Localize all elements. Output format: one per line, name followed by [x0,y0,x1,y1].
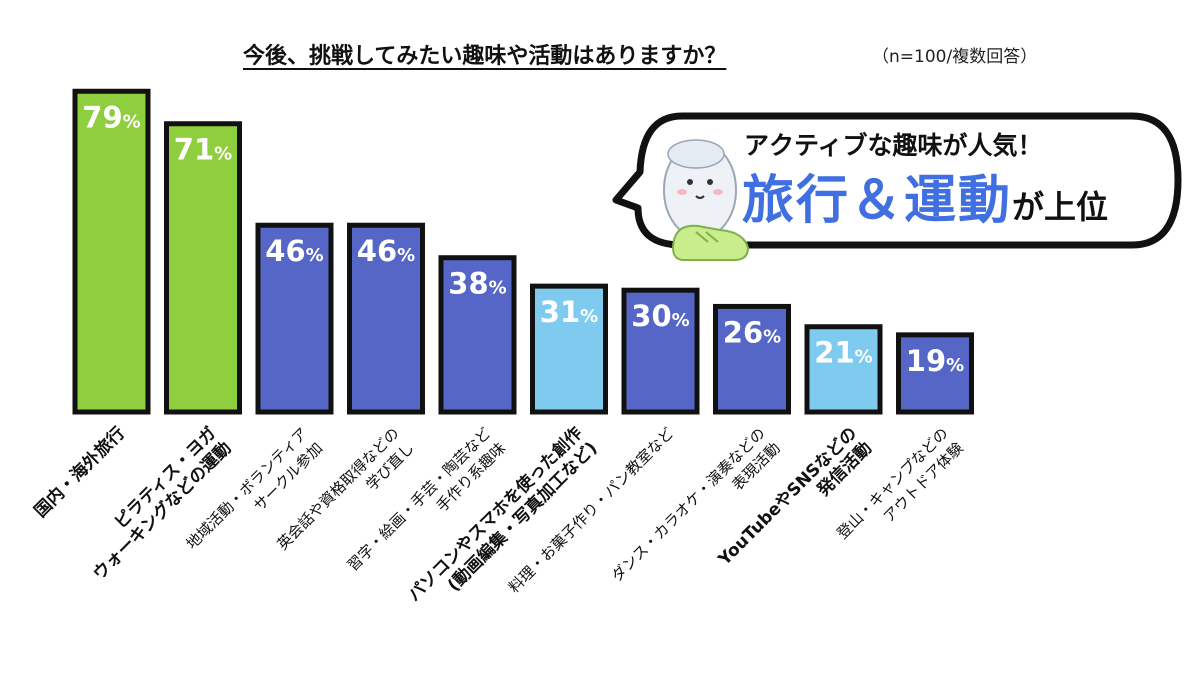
data-label: 79% [82,100,140,134]
data-label: 30% [631,299,689,333]
data-label: 38% [448,267,506,301]
data-label: 21% [814,336,872,370]
data-label: 26% [723,315,781,349]
chart-title: 今後、挑戦してみたい趣味や活動はありますか？ [243,44,727,69]
data-label: 31% [540,295,598,329]
chart-subtitle: （n=100/複数回答） [872,47,1038,67]
data-label: 46% [357,234,415,268]
speech-bubble [612,112,1182,249]
callout-highlight: 旅行＆運動 [742,171,1013,231]
bar [804,324,883,415]
bar [530,283,608,415]
bar [255,222,334,415]
bar [621,287,700,415]
callout-highlight-line: 旅行＆運動が上位 [742,158,1108,233]
bar [713,303,791,415]
bar [438,255,517,415]
x-tick-label: 国内・海外旅行 [30,423,129,522]
sneaker-icon [672,224,750,261]
mascot-character [663,139,750,261]
bar [896,332,974,415]
bar [347,222,425,415]
callout-suffix: が上位 [1012,188,1109,226]
data-label: 71% [174,133,232,167]
bar [72,88,151,415]
callout-headline: アクティブな趣味が人気！ [744,131,1043,160]
bar [164,121,242,415]
data-label: 19% [906,344,964,378]
data-label: 46% [265,234,323,268]
